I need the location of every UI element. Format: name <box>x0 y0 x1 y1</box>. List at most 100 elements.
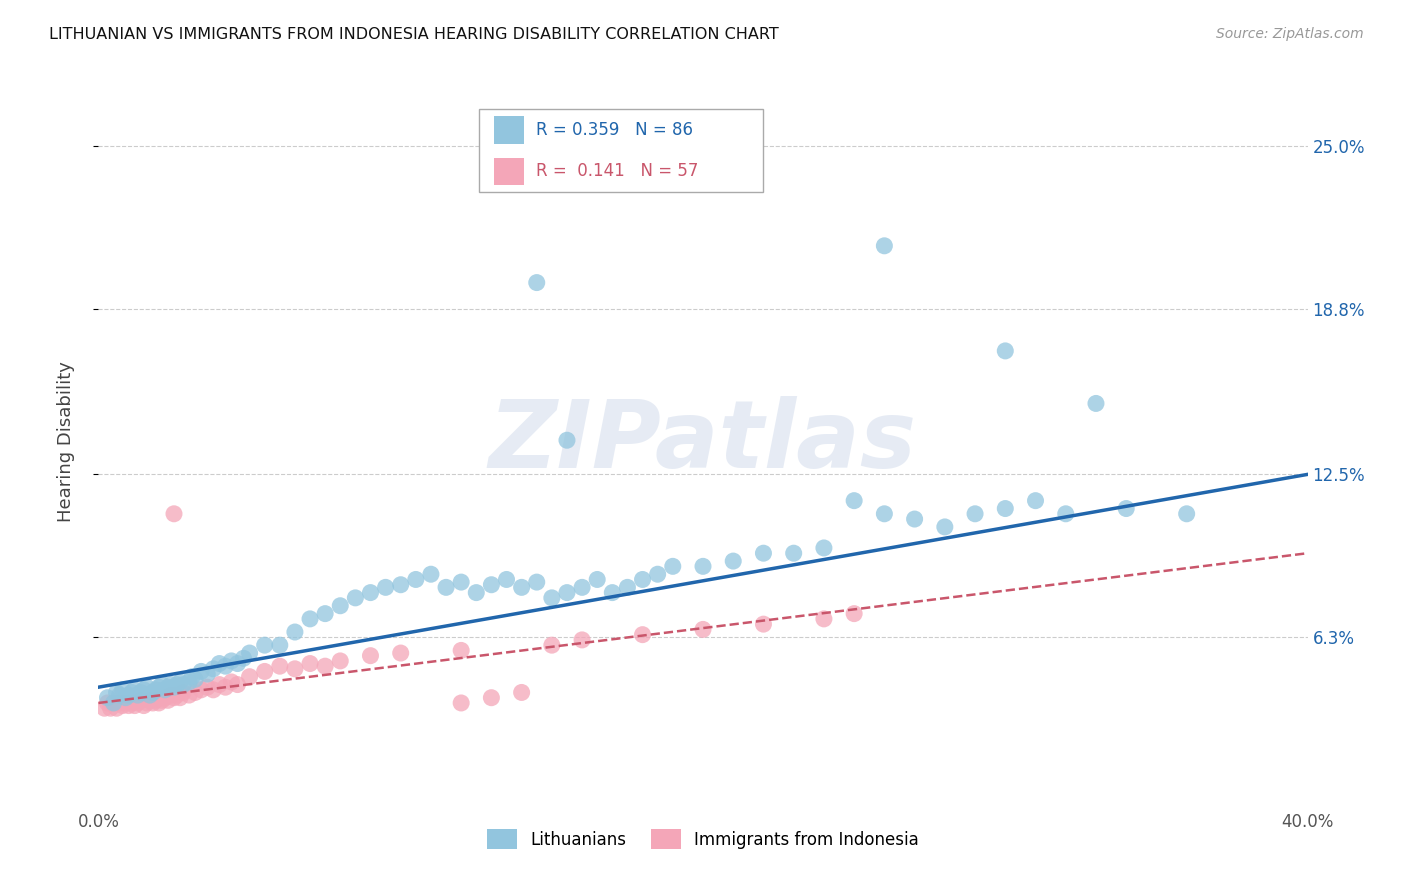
Point <box>139 693 162 707</box>
Point <box>150 677 173 691</box>
Point <box>540 638 562 652</box>
Point <box>226 657 249 671</box>
Point <box>121 696 143 710</box>
Point <box>148 696 170 710</box>
Point <box>253 665 276 679</box>
Point <box>142 696 165 710</box>
Point <box>360 585 382 599</box>
Point <box>153 690 176 705</box>
Point <box>93 701 115 715</box>
Point <box>844 607 866 621</box>
Point <box>208 657 231 671</box>
Point <box>145 682 167 697</box>
Text: LITHUANIAN VS IMMIGRANTS FROM INDONESIA HEARING DISABILITY CORRELATION CHART: LITHUANIAN VS IMMIGRANTS FROM INDONESIA … <box>49 27 779 42</box>
Point <box>163 680 186 694</box>
Point <box>389 646 412 660</box>
Point <box>172 677 194 691</box>
Point <box>344 591 367 605</box>
Point <box>299 612 322 626</box>
Point <box>269 638 291 652</box>
Point <box>195 680 218 694</box>
Point <box>284 625 307 640</box>
Point <box>160 677 183 691</box>
Point <box>934 520 956 534</box>
Point <box>100 701 122 715</box>
Point <box>873 239 896 253</box>
Point <box>163 507 186 521</box>
Point <box>145 693 167 707</box>
Point <box>526 575 548 590</box>
Point <box>124 682 146 697</box>
Point <box>1054 507 1077 521</box>
Bar <box>494 116 524 144</box>
Point <box>221 675 243 690</box>
Point <box>184 673 207 687</box>
Text: ZIPatlas: ZIPatlas <box>489 395 917 488</box>
Point <box>239 646 262 660</box>
Point <box>253 638 276 652</box>
Point <box>1115 501 1137 516</box>
Point <box>132 698 155 713</box>
Point <box>163 690 186 705</box>
Point <box>510 685 533 699</box>
Point <box>723 554 745 568</box>
Point <box>571 632 593 647</box>
Point <box>135 680 157 694</box>
Legend: Lithuanians, Immigrants from Indonesia: Lithuanians, Immigrants from Indonesia <box>479 822 927 856</box>
Point <box>124 698 146 713</box>
Point <box>434 580 457 594</box>
Point <box>360 648 382 663</box>
Point <box>172 685 194 699</box>
Point <box>127 688 149 702</box>
Point <box>184 685 207 699</box>
Point <box>179 688 201 702</box>
Point <box>179 675 201 690</box>
Point <box>783 546 806 560</box>
Point <box>1085 396 1108 410</box>
Point <box>571 580 593 594</box>
Point <box>450 696 472 710</box>
Point <box>132 682 155 697</box>
Point <box>631 627 654 641</box>
Point <box>114 696 136 710</box>
Point <box>450 643 472 657</box>
Point <box>181 670 204 684</box>
Point <box>118 688 141 702</box>
Point <box>965 507 987 521</box>
Point <box>150 693 173 707</box>
Point <box>156 693 179 707</box>
Point <box>647 567 669 582</box>
Point <box>602 585 624 599</box>
Point <box>481 690 503 705</box>
Point <box>389 578 412 592</box>
Point <box>510 580 533 594</box>
Point <box>105 701 128 715</box>
Point <box>465 585 488 599</box>
Point <box>495 573 517 587</box>
Point <box>129 693 152 707</box>
Point <box>616 580 638 594</box>
Point <box>752 546 775 560</box>
Point <box>96 690 118 705</box>
Point <box>142 685 165 699</box>
Point <box>555 434 578 448</box>
Point <box>208 677 231 691</box>
Point <box>904 512 927 526</box>
Point <box>540 591 562 605</box>
Point <box>314 659 336 673</box>
Point <box>108 696 131 710</box>
Point <box>139 688 162 702</box>
Point <box>481 578 503 592</box>
Point <box>166 688 188 702</box>
Text: R =  0.141   N = 57: R = 0.141 N = 57 <box>536 162 699 180</box>
Point <box>299 657 322 671</box>
Point <box>214 680 236 694</box>
Point <box>160 688 183 702</box>
Point <box>752 617 775 632</box>
Point <box>114 690 136 705</box>
Point <box>221 654 243 668</box>
Point <box>156 680 179 694</box>
FancyBboxPatch shape <box>479 109 763 193</box>
Point <box>586 573 609 587</box>
Bar <box>494 158 524 186</box>
